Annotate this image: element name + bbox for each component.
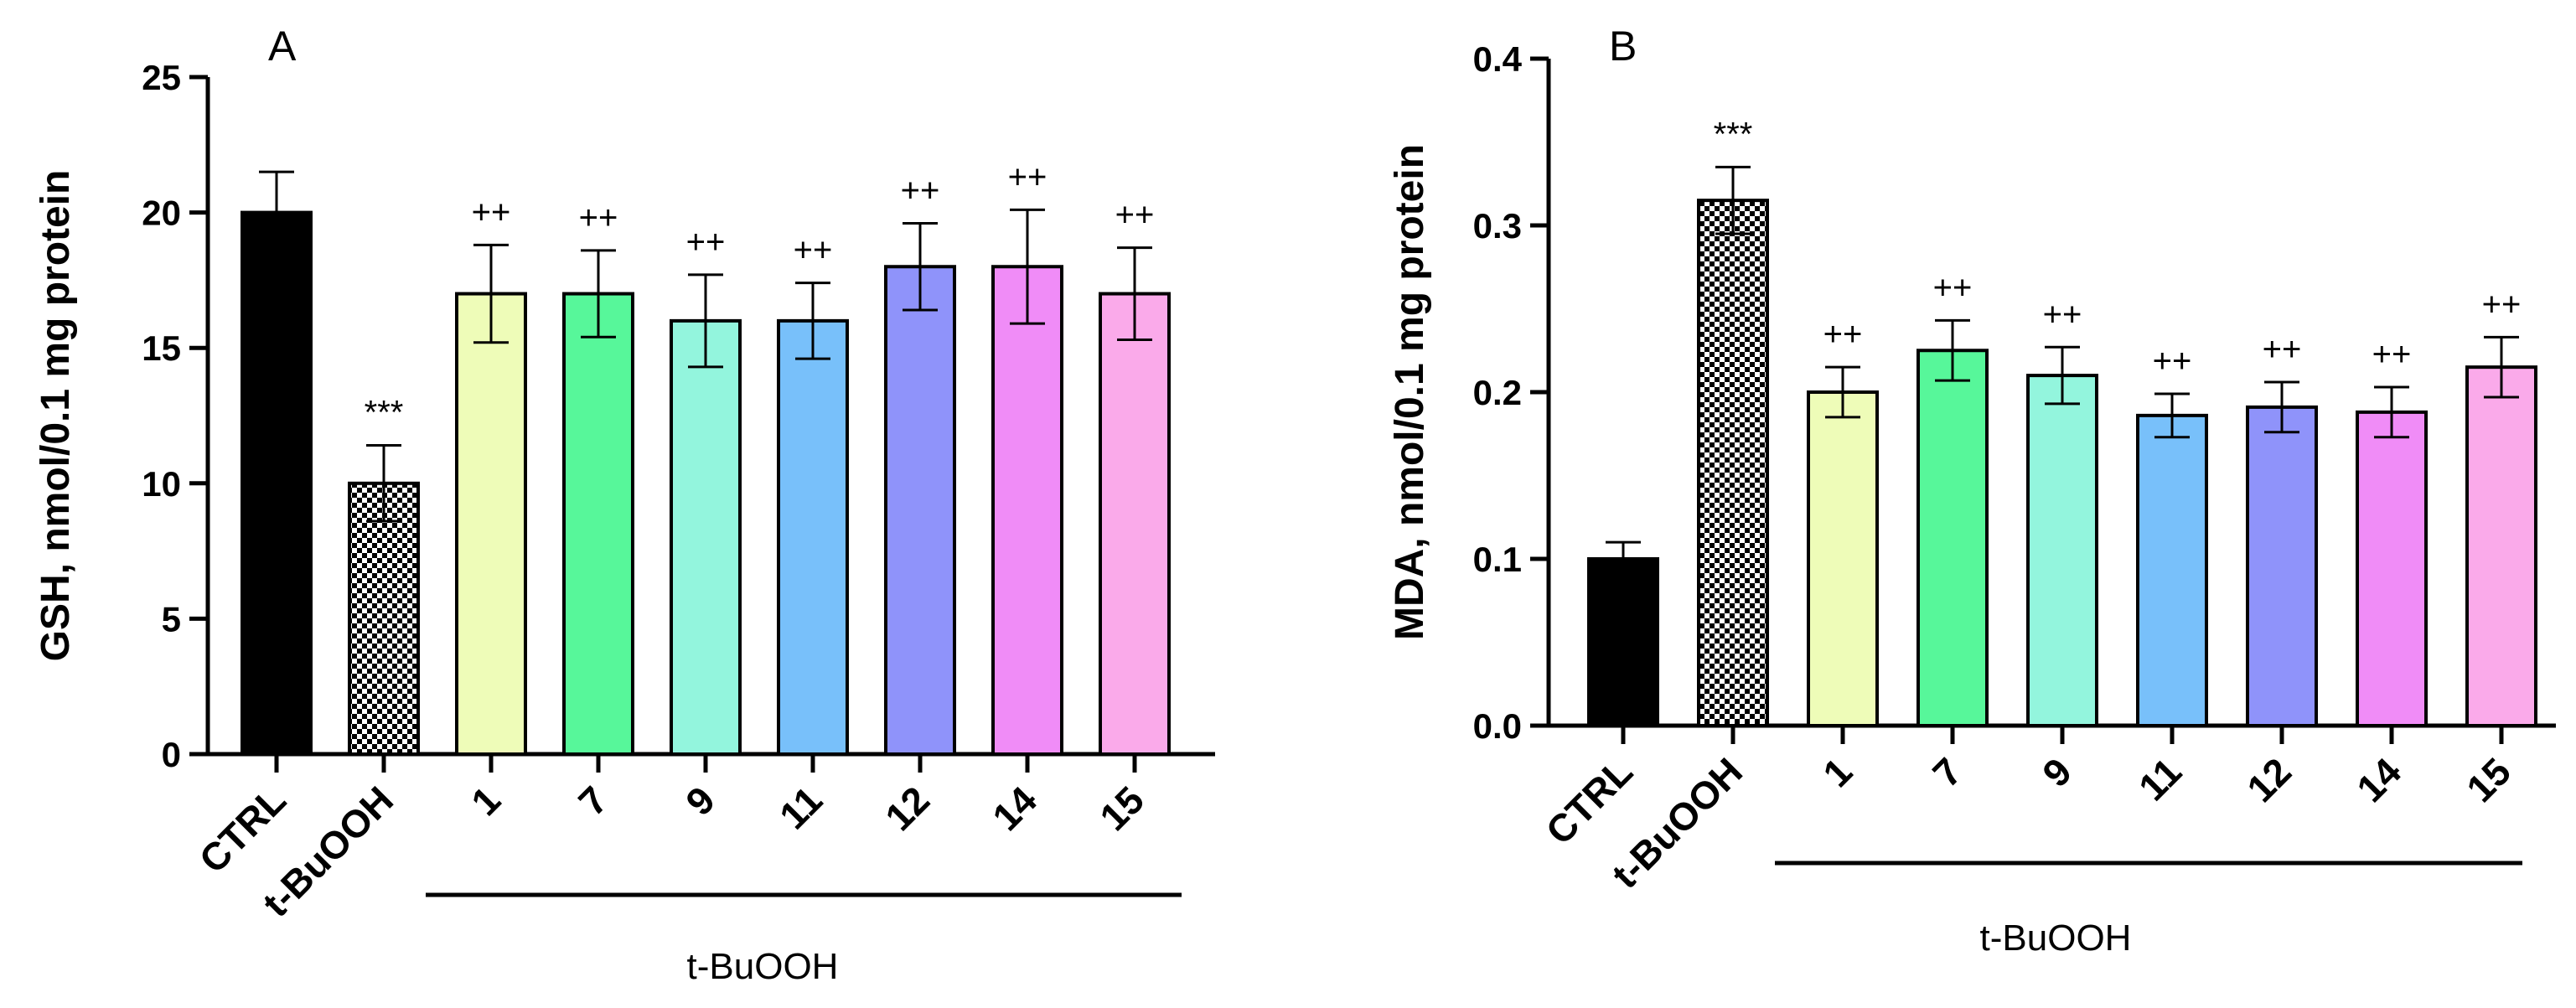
significance-label: *** xyxy=(365,395,404,432)
significance-label: ++ xyxy=(1823,316,1863,353)
panel-b-chart: 0.0 0.1 0.2 0.3 0.4 MDA, nmol/0.1 mg protein B… xyxy=(1388,23,2556,959)
category-label: 15 xyxy=(1091,778,1152,839)
significance-label: ++ xyxy=(901,173,940,209)
significance-label: ++ xyxy=(2482,286,2522,323)
category-label: 7 xyxy=(570,778,616,824)
bar-14 xyxy=(2356,410,2428,727)
significance-label: ++ xyxy=(794,232,833,269)
category-label: 12 xyxy=(2238,749,2299,810)
category-label: 1 xyxy=(463,778,509,824)
bar-CTRL xyxy=(241,210,313,757)
bar-15 xyxy=(2465,365,2537,727)
panel-letter: A xyxy=(268,23,297,70)
category-label: 7 xyxy=(1924,749,1970,795)
significance-label: ++ xyxy=(686,224,726,261)
bar-9 xyxy=(2026,374,2098,727)
group-label: t-BuOOH xyxy=(1980,918,2132,959)
bar-14 xyxy=(991,265,1063,756)
y-tick-label: 25 xyxy=(142,58,181,97)
bar-7 xyxy=(562,292,634,756)
y-tick-label: 20 xyxy=(142,194,181,233)
y-axis-title: MDA, nmol/0.1 mg protein xyxy=(1388,144,1432,640)
category-label: CTRL xyxy=(1538,749,1641,852)
bar-CTRL xyxy=(1587,557,1659,727)
y-tick-label: 0.0 xyxy=(1473,706,1522,746)
bar-11 xyxy=(2136,413,2208,727)
category-label: 15 xyxy=(2458,749,2519,810)
bar-t-BuOOH xyxy=(348,481,420,756)
y-tick-label: 0.1 xyxy=(1473,540,1522,579)
bar-1 xyxy=(1807,390,1879,727)
significance-label: ++ xyxy=(1008,158,1047,195)
category-label: CTRL xyxy=(191,778,294,881)
bar-7 xyxy=(1916,349,1989,727)
significance-label: ++ xyxy=(2263,331,2302,368)
category-label: 14 xyxy=(2348,749,2409,810)
y-tick-label: 0.4 xyxy=(1473,39,1523,79)
y-tick-label: 15 xyxy=(142,328,181,368)
panel-letter: B xyxy=(1609,23,1637,70)
category-label: 11 xyxy=(2130,749,2190,809)
category-label: 12 xyxy=(877,778,938,839)
significance-label: ++ xyxy=(579,199,618,236)
panel-a-chart: 0 5 10 15 20 25 GSH, nmol/0.1 mg protein A CTRL *… xyxy=(34,23,1215,987)
bar-9 xyxy=(670,318,742,756)
y-tick-label: 0.3 xyxy=(1473,206,1522,246)
category-label: 1 xyxy=(1814,749,1860,795)
group-label: t-BuOOH xyxy=(687,946,839,987)
bar-15 xyxy=(1099,292,1171,756)
bar-11 xyxy=(777,318,849,756)
significance-label: ++ xyxy=(472,194,511,230)
significance-label: ++ xyxy=(2043,296,2082,333)
y-tick-label: 5 xyxy=(162,599,181,638)
y-axis-title: GSH, nmol/0.1 mg protein xyxy=(34,170,78,662)
significance-label: ++ xyxy=(1115,197,1155,234)
category-label: 9 xyxy=(2034,749,2080,795)
bar-1 xyxy=(455,292,527,756)
significance-label: ++ xyxy=(2372,336,2412,373)
category-label: 11 xyxy=(771,778,830,837)
significance-label: ++ xyxy=(2153,343,2192,380)
bar-t-BuOOH xyxy=(1697,199,1769,727)
y-tick-label: 10 xyxy=(142,464,181,504)
category-label: 14 xyxy=(984,778,1045,839)
category-label: 9 xyxy=(677,778,723,824)
significance-label: *** xyxy=(1714,116,1753,152)
bar-12 xyxy=(884,265,956,756)
significance-label: ++ xyxy=(1933,269,1973,306)
y-tick-label: 0 xyxy=(162,735,181,774)
y-tick-label: 0.2 xyxy=(1473,373,1522,412)
bar-12 xyxy=(2246,405,2318,727)
